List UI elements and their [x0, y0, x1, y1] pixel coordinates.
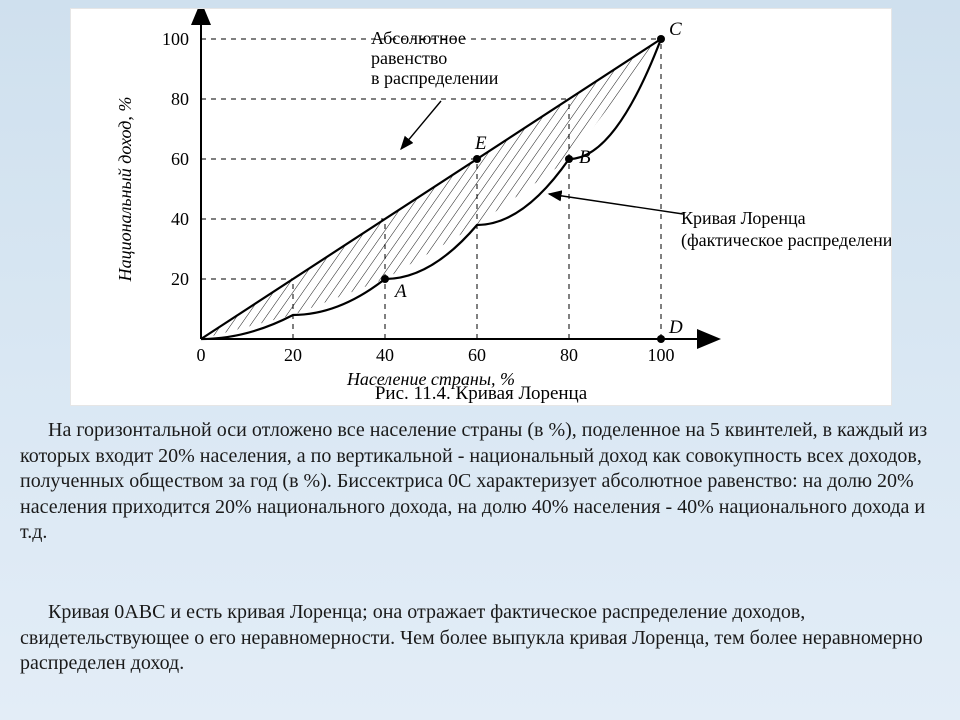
svg-text:80: 80 [171, 89, 189, 109]
svg-text:Абсолютное: Абсолютное [371, 28, 466, 48]
svg-text:80: 80 [560, 345, 578, 365]
svg-text:в распределении: в распределении [371, 68, 499, 88]
svg-text:C: C [669, 19, 682, 40]
svg-text:Кривая Лоренца: Кривая Лоренца [681, 208, 806, 228]
svg-text:100: 100 [162, 29, 189, 49]
svg-text:0: 0 [197, 345, 206, 365]
svg-text:Национальный доход, %: Национальный доход, % [115, 97, 135, 283]
svg-text:20: 20 [171, 269, 189, 289]
svg-text:100: 100 [648, 345, 675, 365]
svg-text:D: D [668, 317, 683, 338]
paragraph-1: На горизонтальной оси отложено все насел… [20, 418, 940, 546]
svg-text:20: 20 [284, 345, 302, 365]
svg-text:60: 60 [468, 345, 486, 365]
lorenz-chart: 02040608010020406080100Население страны,… [70, 8, 892, 406]
svg-text:Рис. 11.4. Кривая Лоренца: Рис. 11.4. Кривая Лоренца [375, 383, 588, 404]
svg-text:равенство: равенство [371, 48, 447, 68]
svg-text:A: A [393, 281, 407, 302]
svg-text:40: 40 [171, 209, 189, 229]
lorenz-svg: 02040608010020406080100Население страны,… [71, 9, 891, 405]
svg-text:B: B [579, 147, 591, 168]
paragraph-2: Кривая 0АВС и есть кривая Лоренца; она о… [20, 600, 940, 677]
svg-text:E: E [474, 133, 487, 154]
svg-text:40: 40 [376, 345, 394, 365]
description-text-2: Кривая 0АВС и есть кривая Лоренца; она о… [20, 600, 940, 679]
description-text: На горизонтальной оси отложено все насел… [20, 418, 940, 548]
svg-text:60: 60 [171, 149, 189, 169]
svg-text:(фактическое распределение): (фактическое распределение) [681, 230, 891, 251]
